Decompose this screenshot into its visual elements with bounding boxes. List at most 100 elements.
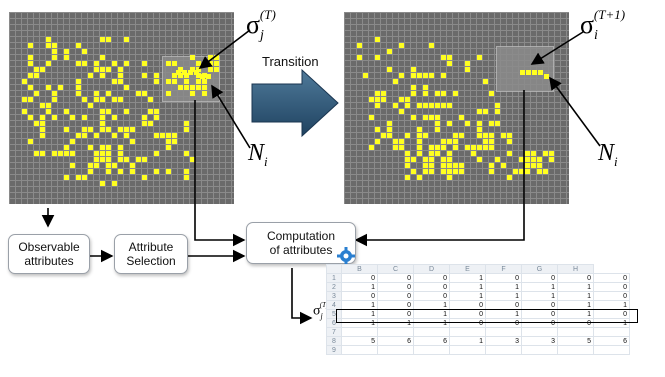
live-cell: [100, 181, 105, 186]
live-cell: [453, 163, 458, 168]
live-cell: [100, 115, 105, 120]
live-cell: [124, 157, 129, 162]
live-cell: [393, 79, 398, 84]
live-cell: [112, 163, 117, 168]
live-cell: [543, 151, 548, 156]
live-cell: [82, 175, 87, 180]
live-cell: [544, 74, 549, 79]
live-cell: [100, 151, 105, 156]
live-cell: [495, 103, 500, 108]
live-cell: [513, 169, 518, 174]
live-cell: [154, 79, 159, 84]
live-cell: [106, 169, 111, 174]
live-cell: [40, 115, 45, 120]
live-cell: [405, 103, 410, 108]
live-cell: [22, 79, 27, 84]
sheet-col-header: B: [341, 264, 378, 274]
live-cell: [447, 139, 452, 144]
sheet-col-header: E: [449, 264, 486, 274]
sheet-cell: 6: [413, 336, 450, 346]
sheet-cell: 0: [377, 291, 414, 301]
live-cell: [106, 157, 111, 162]
live-cell: [477, 109, 482, 114]
arrow-sigma-j: [198, 29, 251, 69]
arrow-computation-to-row: [291, 268, 313, 325]
live-cell: [100, 97, 105, 102]
live-cell: [52, 55, 57, 60]
live-cell: [399, 109, 404, 114]
sheet-col-header: H: [557, 264, 594, 274]
live-cell: [154, 169, 159, 174]
live-cell: [483, 109, 488, 114]
sheet-row-number: 1: [326, 273, 342, 283]
live-cell: [477, 133, 482, 138]
live-cell: [28, 85, 33, 90]
live-cell: [465, 67, 470, 72]
live-cell: [208, 67, 213, 72]
live-cell: [423, 73, 428, 78]
arrow-sigma-i: [530, 31, 584, 65]
live-cell: [447, 169, 452, 174]
live-cell: [82, 97, 87, 102]
live-cell: [357, 55, 362, 60]
live-cell: [184, 175, 189, 180]
live-cell: [94, 67, 99, 72]
live-cell: [531, 157, 536, 162]
live-cell: [94, 91, 99, 96]
sigma-j-sub: j: [260, 28, 264, 44]
live-cell: [441, 145, 446, 150]
live-cell: [70, 115, 75, 120]
sheet-cell: [485, 327, 522, 337]
live-cell: [525, 163, 530, 168]
live-cell: [118, 169, 123, 174]
live-cell: [423, 103, 428, 108]
live-cell: [465, 121, 470, 126]
live-cell: [118, 67, 123, 72]
live-cell: [184, 151, 189, 156]
transition-arrow-icon: [251, 68, 339, 138]
sheet-cell: 3: [521, 336, 558, 346]
live-cell: [399, 43, 404, 48]
live-cell: [538, 70, 543, 75]
live-cell: [76, 175, 81, 180]
ni-label-right: Ni: [598, 140, 618, 170]
live-cell: [459, 115, 464, 120]
live-cell: [184, 121, 189, 126]
live-cell: [52, 97, 57, 102]
live-cell: [459, 169, 464, 174]
live-cell: [429, 157, 434, 162]
sheet-cell: [341, 327, 378, 337]
live-cell: [46, 61, 51, 66]
live-cell: [196, 67, 201, 72]
transition-label: Transition: [262, 54, 319, 69]
live-cell: [184, 127, 189, 132]
live-cell: [40, 133, 45, 138]
live-cell: [52, 115, 57, 120]
live-cell: [441, 103, 446, 108]
sheet-cell: 0: [341, 291, 378, 301]
live-cell: [537, 157, 542, 162]
live-cell: [142, 115, 147, 120]
live-cell: [429, 43, 434, 48]
live-cell: [142, 175, 147, 180]
attribute-selection-box: Attribute Selection: [114, 234, 188, 274]
live-cell: [525, 151, 530, 156]
live-cell: [82, 133, 87, 138]
live-cell: [22, 109, 27, 114]
live-cell: [387, 133, 392, 138]
live-cell: [112, 181, 117, 186]
live-cell: [417, 73, 422, 78]
live-cell: [411, 157, 416, 162]
live-cell: [94, 157, 99, 162]
live-cell: [441, 169, 446, 174]
live-cell: [405, 157, 410, 162]
live-cell: [178, 85, 183, 90]
live-cell: [112, 61, 117, 66]
live-cell: [483, 133, 488, 138]
sheet-cell: [449, 327, 486, 337]
live-cell: [64, 175, 69, 180]
sheet-row: 9: [326, 345, 630, 355]
live-cell: [118, 127, 123, 132]
